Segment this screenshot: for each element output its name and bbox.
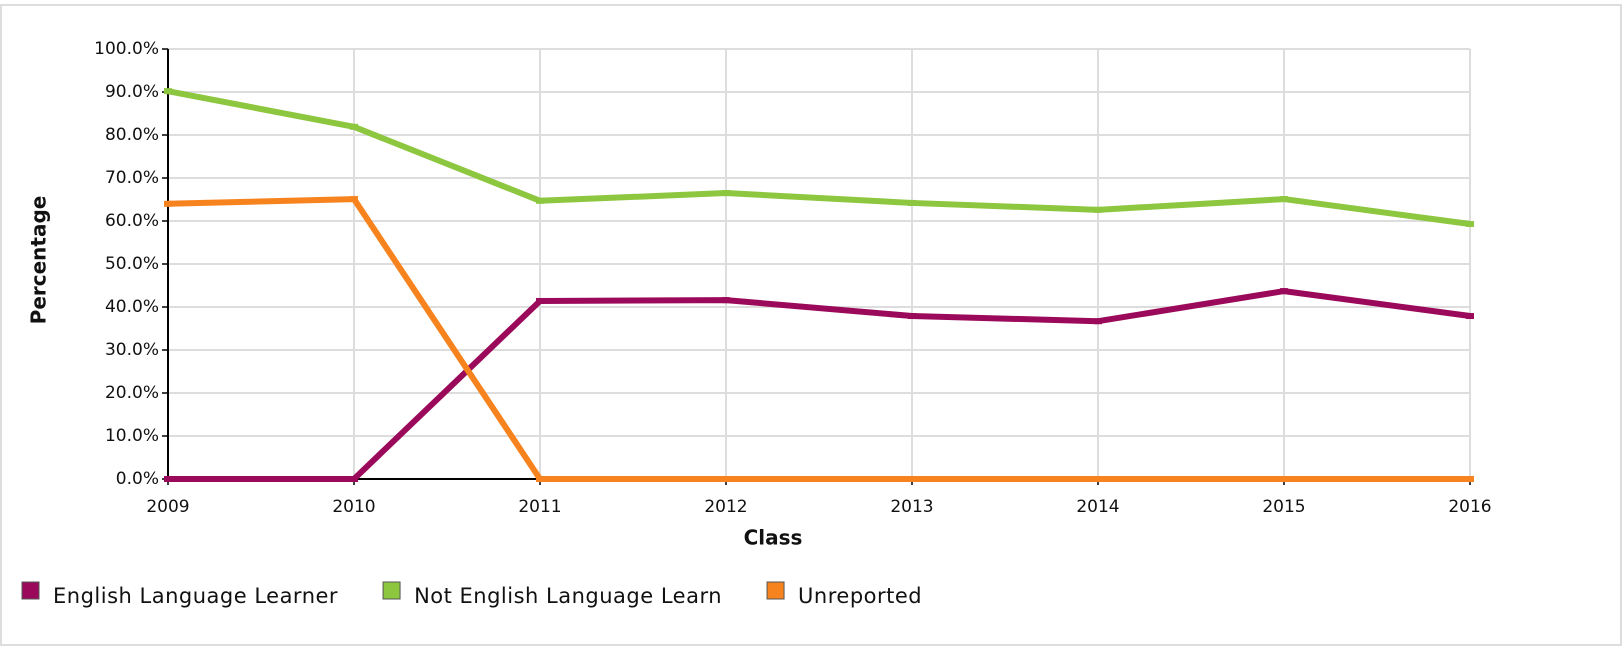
x-tick-label: 2013: [890, 497, 933, 517]
x-axis-title: Class: [744, 526, 803, 550]
y-tick-label: 60.0%: [105, 211, 159, 231]
series-line: [167, 196, 1470, 482]
point-marker: [722, 190, 730, 197]
point-marker: [908, 313, 916, 320]
y-tick-label: 50.0%: [105, 254, 159, 274]
y-tick-label: 90.0%: [105, 82, 159, 102]
x-tick-label: 2012: [704, 497, 747, 517]
point-marker: [536, 476, 544, 482]
point-marker: [722, 297, 730, 304]
legend-swatch: [21, 581, 40, 600]
series-line: [167, 88, 1471, 227]
point-marker: [1094, 318, 1102, 325]
x-tick-label: 2010: [332, 497, 375, 517]
point-marker: [164, 88, 172, 95]
point-marker: [1466, 313, 1474, 320]
y-tick-label: 30.0%: [105, 340, 159, 360]
legend-swatch: [766, 581, 785, 600]
x-tick-label: 2015: [1262, 497, 1305, 517]
point-marker: [1280, 288, 1288, 295]
frame: [0, 4, 1622, 646]
y-axis-title: Percentage: [27, 196, 51, 325]
y-tick-label: 0.0%: [116, 469, 159, 489]
point-marker: [1094, 206, 1102, 213]
point-marker: [908, 476, 916, 482]
point-marker: [1280, 476, 1288, 482]
point-marker: [536, 297, 544, 304]
series-line: [168, 288, 1471, 482]
y-tick-label: 40.0%: [105, 297, 159, 317]
y-tick-label: 100.0%: [94, 39, 159, 59]
point-marker: [1466, 221, 1474, 228]
x-tick-label: 2014: [1076, 497, 1119, 517]
point-marker: [536, 197, 544, 204]
point-marker: [350, 196, 358, 203]
y-tick-label: 20.0%: [105, 383, 159, 403]
legend-text: Not English Language Learn: [414, 584, 722, 608]
point-marker: [1280, 196, 1288, 203]
x-tick-label: 2009: [146, 497, 189, 517]
x-tick-label: 2011: [518, 497, 561, 517]
point-marker: [350, 476, 358, 482]
legend-text: Unreported: [798, 584, 922, 608]
y-tick-label: 80.0%: [105, 125, 159, 145]
point-marker: [350, 123, 358, 130]
legend-swatch: [382, 581, 401, 600]
y-tick-label: 70.0%: [105, 168, 159, 188]
y-tick-label: 10.0%: [105, 426, 159, 446]
point-marker: [1094, 476, 1102, 482]
point-marker: [722, 476, 730, 482]
x-tick-label: 2016: [1448, 497, 1491, 517]
point-marker: [1466, 476, 1474, 482]
point-marker: [908, 199, 916, 206]
legend-text: English Language Learner: [53, 584, 338, 608]
point-marker: [164, 476, 172, 482]
point-marker: [164, 200, 172, 207]
